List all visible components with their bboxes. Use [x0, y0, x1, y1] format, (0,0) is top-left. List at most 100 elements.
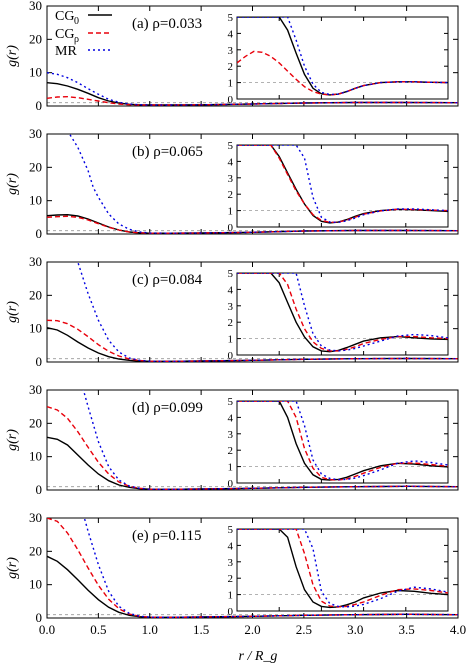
panel-label: (a) ρ=0.033 [132, 16, 202, 32]
y-axis-label: g(r) [5, 45, 20, 67]
inset-2 [236, 272, 449, 356]
legend-subscript: ρ [74, 34, 79, 45]
inset-y-tick-label: 2 [228, 445, 234, 457]
inset-y-tick-label: 1 [228, 590, 234, 602]
series-line-MR [77, 262, 458, 362]
panel-4-text: 0 10 20 30 g(r) 0 1 2 3 4 5 (e) ρ=0.115 [5, 510, 234, 625]
inset-y-tick-label: 3 [228, 429, 234, 441]
inset-frame [236, 272, 449, 356]
panel-1-lines [47, 134, 458, 234]
inset-y-tick-label: 0 [228, 350, 234, 362]
series-line-CGρ [47, 95, 458, 106]
inset-y-tick-label: 0 [228, 606, 234, 618]
legend-label: MR [55, 44, 77, 59]
panel-label: (c) ρ=0.084 [132, 272, 203, 288]
y-tick-label: 0 [36, 482, 43, 497]
x-tick-label: 3.5 [399, 622, 415, 637]
y-tick-label: 30 [29, 126, 42, 141]
panel-label: (b) ρ=0.065 [132, 144, 203, 160]
y-tick-label: 20 [29, 287, 42, 302]
y-tick-label: 0 [36, 98, 43, 113]
inset-series-line-MR [237, 401, 448, 481]
inset-y-tick-label: 4 [228, 28, 234, 40]
x-tick-label: 2.5 [296, 622, 312, 637]
y-tick-label: 20 [29, 31, 42, 46]
inset-y-tick-label: 2 [228, 573, 234, 585]
inset-y-tick-label: 4 [228, 156, 234, 168]
series-line-MR [82, 390, 458, 490]
y-tick-label: 10 [29, 449, 42, 464]
y-tick-label: 20 [29, 415, 42, 430]
legend-label: CG [55, 9, 74, 24]
series-line-CGρ [47, 215, 458, 234]
inset-4 [236, 528, 449, 612]
inset-series-line-CGρ [237, 50, 448, 96]
y-tick-label: 0 [36, 610, 43, 625]
inset-y-tick-label: 3 [228, 301, 234, 313]
y-tick-label: 10 [29, 321, 42, 336]
panel-0-lines [47, 16, 458, 106]
inset-y-tick-label: 4 [228, 412, 234, 424]
inset-0 [236, 16, 449, 100]
inset-y-tick-label: 5 [228, 12, 234, 24]
y-tick-label: 0 [36, 354, 43, 369]
x-tick-label: 3.0 [347, 622, 363, 637]
y-axis-label: g(r) [5, 301, 20, 323]
inset-3 [236, 400, 449, 484]
panel-2-lines [47, 262, 458, 362]
inset-y-tick-label: 0 [228, 478, 234, 490]
series-line-MR [47, 72, 458, 106]
inset-y-tick-label: 1 [228, 334, 234, 346]
inset-y-tick-label: 1 [228, 78, 234, 90]
series-line-MR [83, 518, 458, 618]
x-tick-label: 4.0 [450, 622, 466, 637]
inset-y-tick-label: 1 [228, 462, 234, 474]
inset-1 [236, 144, 449, 228]
lines-layer [47, 16, 458, 618]
inset-frame [236, 16, 449, 100]
inset-y-tick-label: 5 [228, 396, 234, 408]
inset-frame [236, 528, 449, 612]
inset-y-tick-label: 4 [228, 284, 234, 296]
x-tick-label: 1.5 [193, 622, 209, 637]
y-tick-label: 10 [29, 577, 42, 592]
x-tick-label: 0.5 [90, 622, 106, 637]
y-tick-label: 20 [29, 543, 42, 558]
inset-series-line-CGρ [237, 529, 448, 608]
panel-1-text: 0 10 20 30 g(r) 0 1 2 3 4 5 (b) ρ=0.065 [5, 126, 234, 241]
inset-y-tick-label: 0 [228, 222, 234, 234]
inset-y-tick-label: 3 [228, 557, 234, 569]
x-tick-label: 0.0 [39, 622, 55, 637]
panel-3-text: 0 10 20 30 g(r) 0 1 2 3 4 5 (d) ρ=0.099 [5, 382, 234, 497]
inset-y-tick-label: 5 [228, 524, 234, 536]
y-tick-label: 0 [36, 226, 43, 241]
inset-series-line-MR [237, 17, 448, 96]
panel-0-text: 0 10 20 30 g(r) 0 1 2 3 4 5 (a) ρ=0.033 [5, 0, 234, 113]
inset-y-tick-label: 1 [228, 206, 234, 218]
panel-4-lines [47, 518, 458, 618]
inset-y-tick-label: 3 [228, 45, 234, 57]
inset-y-tick-label: 2 [228, 189, 234, 201]
y-tick-label: 30 [29, 0, 42, 13]
y-tick-label: 10 [29, 65, 42, 80]
inset-frame [236, 144, 449, 228]
legend-subscript: 0 [74, 16, 79, 27]
inset-y-tick-label: 4 [228, 540, 234, 552]
panel-label: (d) ρ=0.099 [132, 400, 203, 416]
inset-y-tick-label: 2 [228, 61, 234, 73]
legend-label: CG [55, 27, 74, 42]
y-tick-label: 20 [29, 159, 42, 174]
inset-y-tick-label: 5 [228, 140, 234, 152]
inset-y-tick-label: 3 [228, 173, 234, 185]
y-tick-label: 30 [29, 510, 42, 525]
y-axis-label: g(r) [5, 557, 20, 579]
x-tick-label: 1.0 [142, 622, 158, 637]
legend: CG 0CG ρMR [55, 9, 112, 59]
panel-4 [46, 517, 459, 619]
inset-y-tick-label: 5 [228, 268, 234, 280]
inset-y-tick-label: 2 [228, 317, 234, 329]
inset-series-line-MR [237, 145, 448, 224]
y-tick-label: 30 [29, 254, 42, 269]
